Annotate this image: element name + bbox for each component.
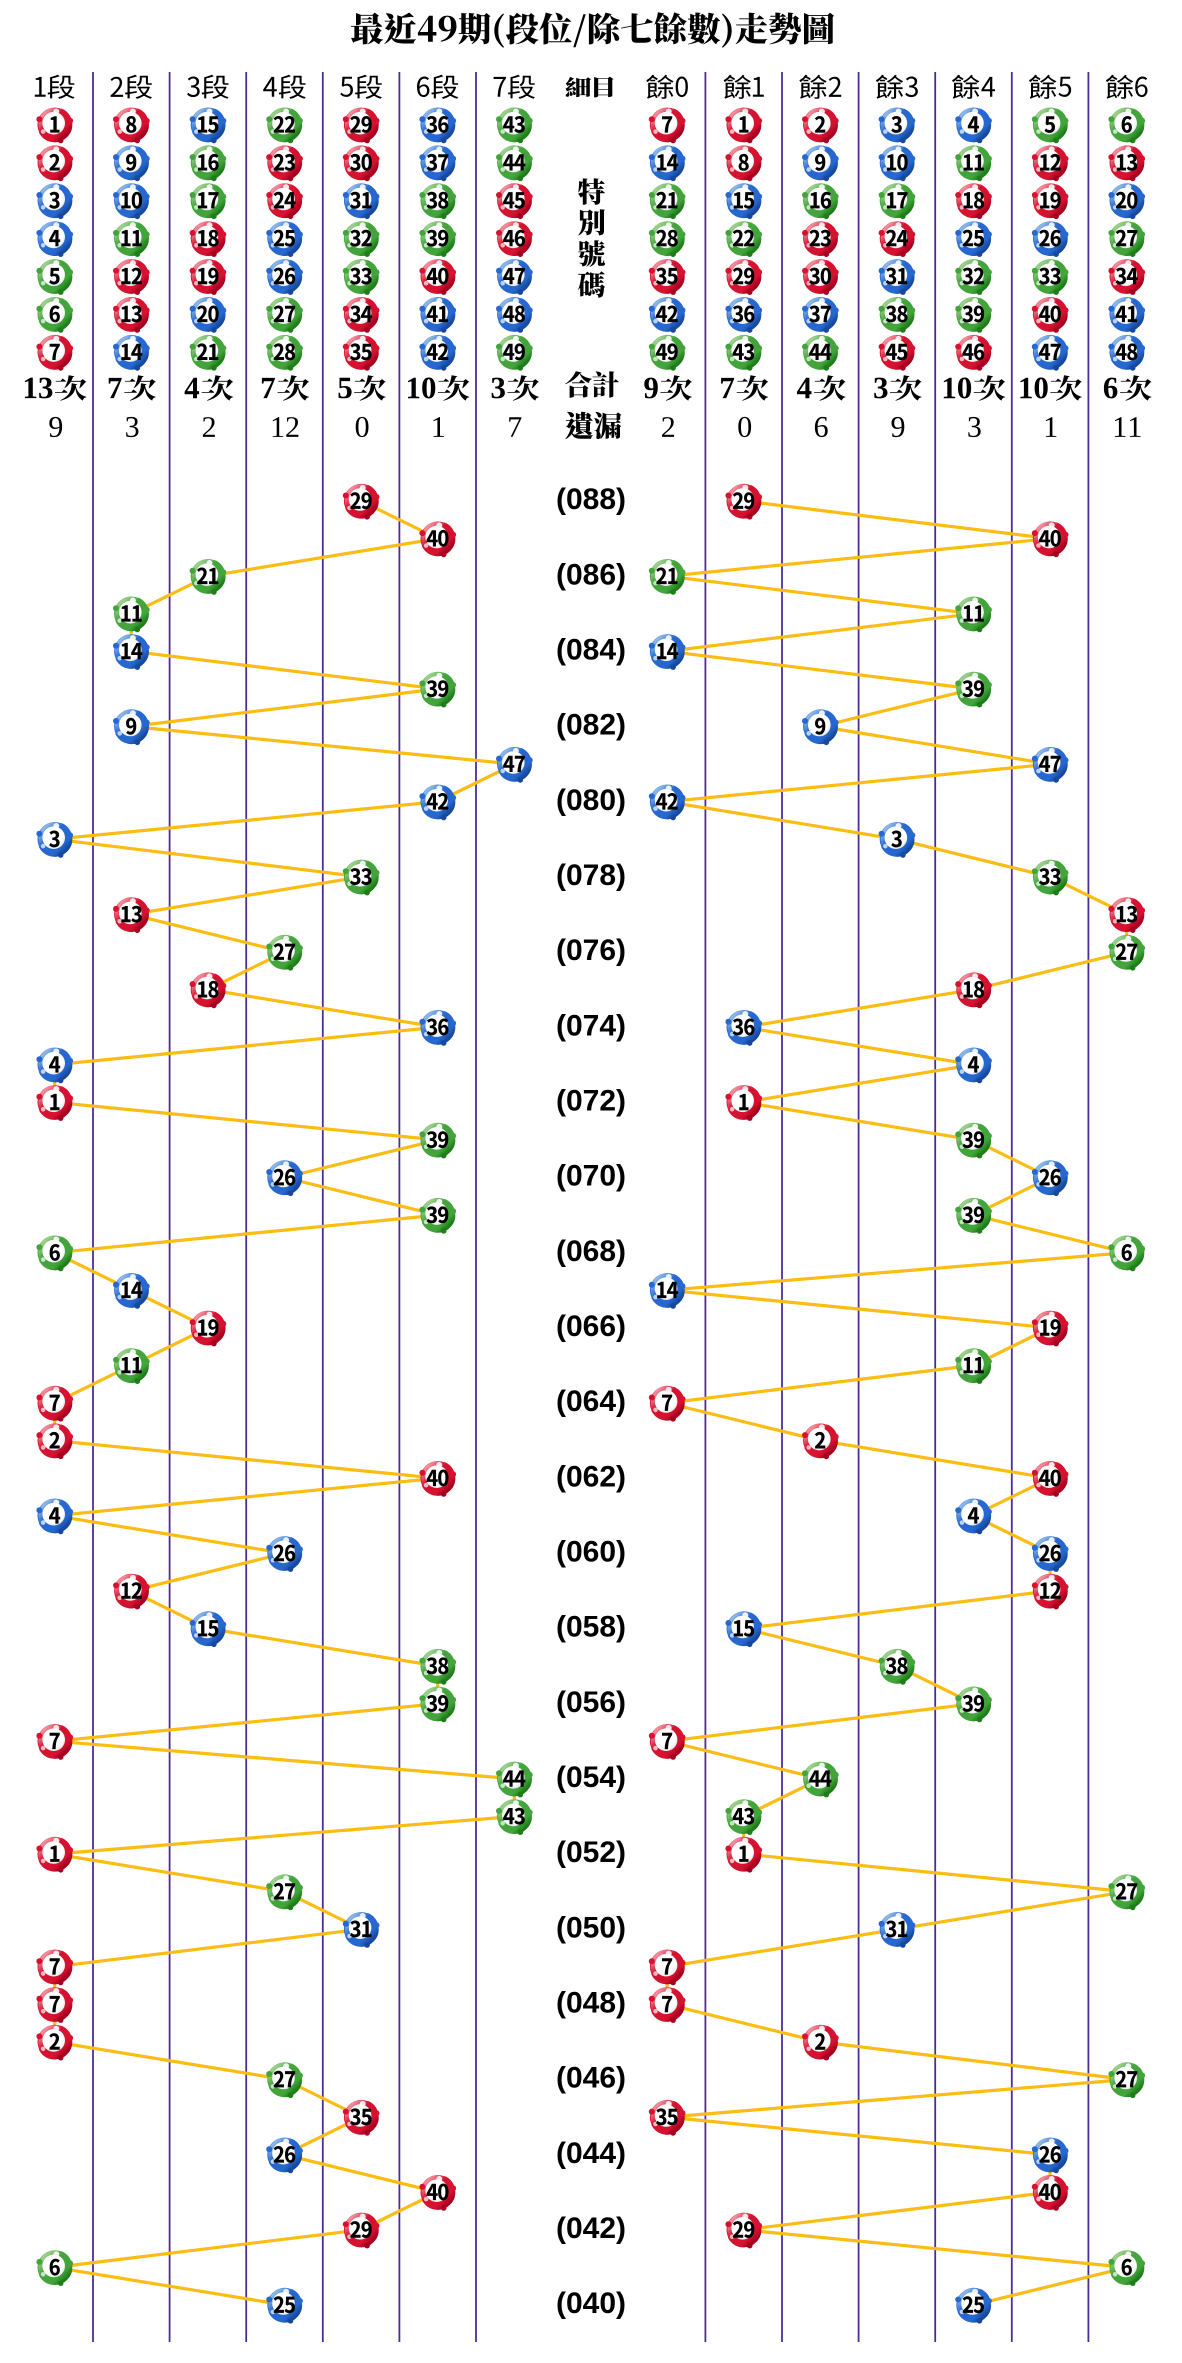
svg-text:(056): (056) <box>556 1686 626 1719</box>
svg-text:(050): (050) <box>556 1911 626 1944</box>
svg-text:(076): (076) <box>556 934 626 967</box>
svg-text:(046): (046) <box>556 2062 626 2095</box>
svg-text:(048): (048) <box>556 1986 626 2019</box>
svg-text:(082): (082) <box>556 709 626 742</box>
svg-text:(064): (064) <box>556 1385 626 1418</box>
svg-text:(070): (070) <box>556 1160 626 1193</box>
svg-text:(066): (066) <box>556 1310 626 1343</box>
svg-text:(078): (078) <box>556 859 626 892</box>
svg-text:(060): (060) <box>556 1535 626 1568</box>
svg-text:(062): (062) <box>556 1460 626 1493</box>
svg-text:(068): (068) <box>556 1235 626 1268</box>
svg-text:(052): (052) <box>556 1836 626 1869</box>
svg-text:(084): (084) <box>556 633 626 666</box>
svg-text:(044): (044) <box>556 2137 626 2170</box>
svg-text:(074): (074) <box>556 1009 626 1042</box>
svg-text:(086): (086) <box>556 558 626 591</box>
svg-text:(042): (042) <box>556 2212 626 2245</box>
svg-text:(072): (072) <box>556 1084 626 1117</box>
svg-text:(080): (080) <box>556 784 626 817</box>
svg-text:(058): (058) <box>556 1611 626 1644</box>
svg-text:(088): (088) <box>556 483 626 516</box>
svg-text:(054): (054) <box>556 1761 626 1794</box>
svg-text:(040): (040) <box>556 2287 626 2320</box>
